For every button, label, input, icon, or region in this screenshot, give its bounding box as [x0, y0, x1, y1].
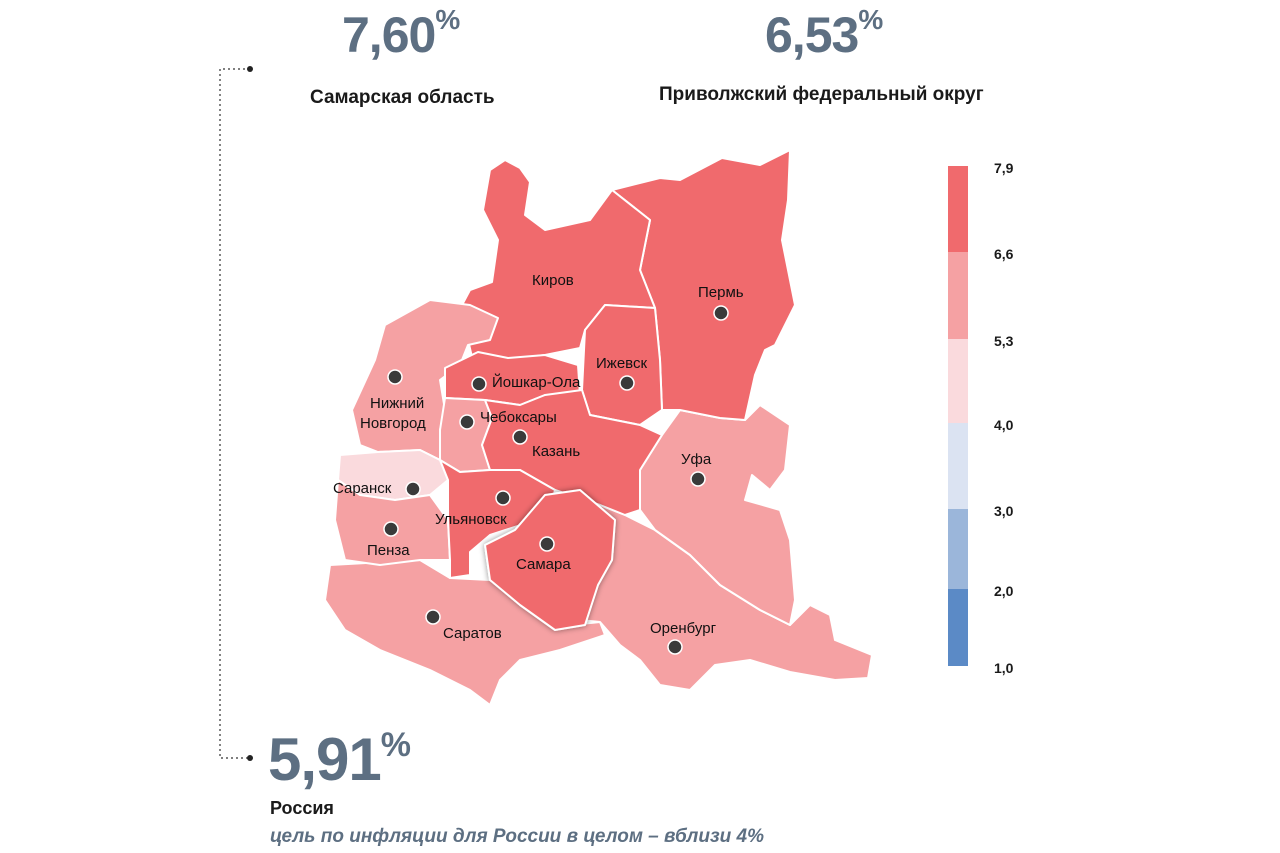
city-dot-perm: [713, 305, 729, 321]
city-label-kirov: Киров: [532, 272, 574, 289]
pfo-value-number: 6,53: [765, 7, 859, 63]
region-samara: [484, 489, 616, 631]
city-dot-izhevsk: [619, 375, 635, 391]
city-label-saransk: Саранск: [333, 480, 392, 497]
city-kirov: Киров: [532, 272, 574, 289]
legend-swatch: [948, 589, 968, 666]
legend-tick-label: 5,3: [994, 333, 1014, 349]
pfo-inflation-value: 6,53%: [765, 6, 883, 63]
samara-value-unit: %: [435, 4, 461, 35]
city-label-nizhny-novgorod-line1: Нижний: [370, 395, 424, 412]
inflation-goal-note: цель по инфляции для России в целом – вб…: [270, 826, 765, 847]
city-label-izhevsk: Ижевск: [596, 355, 647, 372]
region-ulyanovsk: [439, 459, 556, 579]
city-label-penza: Пенза: [367, 542, 410, 559]
russia-value-unit: %: [380, 726, 412, 764]
city-ulyanovsk: Ульяновск: [435, 490, 511, 528]
city-saratov: Саратов: [425, 609, 502, 642]
pfo-value-unit: %: [858, 4, 884, 35]
legend-tick-label: 2,0: [994, 583, 1014, 599]
pfo-caption: Приволжский федеральный округ: [659, 84, 984, 105]
city-ufa: Уфа: [681, 451, 712, 487]
legend-swatch: [948, 166, 968, 252]
city-label-cheboksary: Чебоксары: [480, 409, 557, 426]
city-dot-yoshkar-ola: [471, 376, 487, 392]
city-label-perm: Пермь: [698, 284, 744, 301]
city-label-samara: Самара: [516, 556, 571, 573]
city-dot-ufa: [690, 471, 706, 487]
region-tatarstan: [481, 389, 663, 516]
city-dot-orenburg: [667, 639, 683, 655]
legend-tick-label: 4,0: [994, 417, 1014, 433]
city-samara: Самара: [516, 536, 571, 573]
city-label-kazan: Казань: [532, 443, 580, 460]
dotted-bracket: [219, 66, 253, 761]
samara-value-number: 7,60: [342, 7, 436, 63]
city-kazan: Казань: [512, 429, 580, 460]
legend-tick-label: 1,0: [994, 660, 1014, 676]
legend-tick-label: 7,9: [994, 160, 1014, 176]
city-saransk: Саранск: [333, 480, 421, 497]
city-label-nizhny-novgorod-line2: Новгород: [360, 415, 426, 432]
legend-swatch: [948, 339, 968, 423]
russia-caption: Россия: [270, 798, 334, 818]
legend-tick-label: 6,6: [994, 246, 1014, 262]
legend-swatch: [948, 252, 968, 339]
legend-swatch: [948, 509, 968, 589]
city-dot-kazan: [512, 429, 528, 445]
city-label-orenburg: Оренбург: [650, 620, 717, 637]
samara-caption: Самарская область: [310, 87, 495, 108]
region-saratov: [324, 559, 606, 706]
city-izhevsk: Ижевск: [596, 355, 647, 391]
legend-swatch: [948, 423, 968, 509]
city-dot-saratov: [425, 609, 441, 625]
russia-inflation-value: 5,91%: [268, 728, 411, 790]
city-label-saratov: Саратов: [443, 625, 502, 642]
city-dot-nizhny-novgorod: [387, 369, 403, 385]
city-label-yoshkar-ola: Йошкар-Ола: [492, 373, 581, 391]
city-yoshkar-ola: Йошкар-Ола: [471, 373, 581, 392]
city-orenburg: Оренбург: [650, 620, 717, 655]
samara-inflation-value: 7,60%: [342, 6, 460, 63]
city-cheboksary: Чебоксары: [459, 409, 557, 430]
city-dot-samara: [539, 536, 555, 552]
city-label-ufa: Уфа: [681, 451, 712, 468]
legend-tick-label: 3,0: [994, 503, 1014, 519]
city-dot-saransk: [405, 481, 421, 497]
city-dot-ulyanovsk: [495, 490, 511, 506]
city-dot-cheboksary: [459, 414, 475, 430]
city-nizhny-novgorod: Нижний Новгород: [360, 369, 426, 432]
city-penza: Пенза: [367, 521, 410, 559]
city-perm: Пермь: [698, 284, 744, 321]
russia-value-number: 5,91: [268, 726, 382, 793]
city-label-ulyanovsk: Ульяновск: [435, 511, 507, 528]
city-dot-penza: [383, 521, 399, 537]
